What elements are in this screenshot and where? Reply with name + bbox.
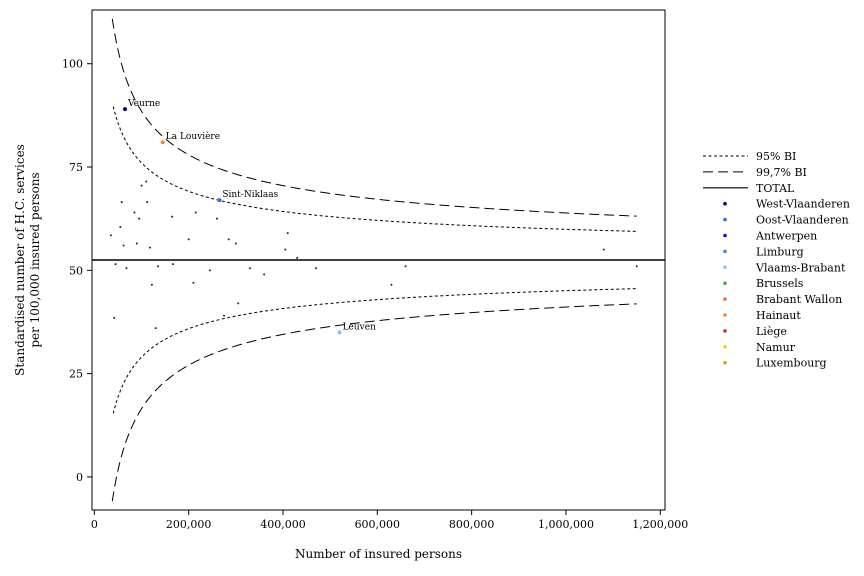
data-point <box>109 234 112 237</box>
y-tick-label: 50 <box>69 264 83 277</box>
ci95-upper-curve <box>112 106 637 232</box>
data-point <box>286 232 289 235</box>
data-points: Veurne La Louvière Sint-Niklaas Leuven <box>109 99 638 335</box>
axes: 0 200,000 400,000 600,000 800,000 1,000,000 1,… <box>13 9 688 561</box>
legend-dot-swatch <box>723 297 727 301</box>
highlight-point <box>337 330 342 335</box>
legend-dot-swatch <box>723 249 727 254</box>
data-point <box>234 242 237 245</box>
data-point <box>114 263 117 266</box>
x-tick-label: 1,000,000 <box>538 518 594 531</box>
data-point <box>635 265 638 268</box>
data-point <box>315 267 318 270</box>
y-axis-title-line: Standardised number of H.C. services <box>13 144 27 376</box>
data-point <box>187 238 190 241</box>
y-axis-title-line: per 100,000 insured persons <box>28 172 42 347</box>
x-tick-label: 600,000 <box>355 518 401 531</box>
x-axis-title: Number of insured persons <box>295 547 462 561</box>
plot-frame <box>91 9 666 511</box>
data-point <box>171 215 174 218</box>
legend-label: Oost-Vlaanderen <box>756 214 849 227</box>
legend-label: TOTAL <box>756 182 795 195</box>
data-point <box>113 316 116 319</box>
data-point <box>154 327 157 330</box>
legend-dot-swatch <box>723 265 727 270</box>
data-point <box>248 267 251 270</box>
data-point <box>119 225 122 228</box>
legend-label: Vlaams-Brabant <box>755 261 846 274</box>
legend-dot-swatch <box>723 201 727 206</box>
highlight-point <box>160 140 165 145</box>
legend-label: Brussels <box>756 277 804 290</box>
legend-dot-swatch <box>723 281 727 286</box>
legend-dot-swatch <box>723 217 727 222</box>
data-point <box>223 314 226 317</box>
y-tick-label: 25 <box>69 368 83 381</box>
legend-label: West-Vlaanderen <box>756 198 850 211</box>
point-label: Veurne <box>127 99 160 109</box>
legend-dot-swatch <box>723 233 727 238</box>
data-point <box>284 248 287 251</box>
y-tick-label: 75 <box>69 161 83 174</box>
data-point <box>145 180 148 183</box>
data-point <box>227 238 230 241</box>
data-point <box>140 184 143 187</box>
data-point <box>157 265 160 268</box>
data-point <box>125 267 128 270</box>
data-point <box>138 217 141 220</box>
data-point <box>215 217 218 220</box>
legend-label: Limburg <box>756 245 804 258</box>
point-label: Sint-Niklaas <box>222 190 278 200</box>
data-point <box>172 263 175 266</box>
data-point <box>237 302 240 305</box>
plot-area: Veurne La Louvière Sint-Niklaas Leuven <box>92 18 665 502</box>
ci997-lower-curve <box>111 303 637 502</box>
x-tick-label: 1,200,000 <box>632 518 688 531</box>
data-point <box>133 211 136 214</box>
legend-label: Luxembourg <box>756 357 827 370</box>
legend-dot-swatch <box>723 329 727 333</box>
highlight-point <box>217 198 222 203</box>
y-axis-title: Standardised number of H.C. servicesper … <box>13 144 42 376</box>
data-point <box>122 244 125 247</box>
point-label: Leuven <box>343 322 377 332</box>
data-point <box>150 283 153 286</box>
highlight-point <box>123 107 128 112</box>
x-tick-label: 200,000 <box>166 518 212 531</box>
y-tick-label: 100 <box>62 58 83 71</box>
legend-dot-swatch <box>723 313 727 317</box>
data-point <box>602 248 605 251</box>
data-point <box>135 242 138 245</box>
legend-label: Liège <box>756 325 787 338</box>
ci997-upper-curve <box>111 18 637 217</box>
data-point <box>149 246 152 249</box>
data-point <box>194 211 197 214</box>
data-point <box>390 283 393 286</box>
data-point <box>263 273 266 276</box>
data-point <box>404 265 407 268</box>
legend: 95% BI 99,7% BI TOTAL West-Vlaanderen Oost-V… <box>703 150 850 370</box>
y-tick-label: 0 <box>76 471 83 484</box>
legend-label: 95% BI <box>756 150 796 163</box>
point-label: La Louvière <box>166 131 220 142</box>
data-point <box>208 269 211 272</box>
data-point <box>146 201 149 204</box>
data-point <box>120 201 123 204</box>
legend-label: Namur <box>756 341 796 354</box>
legend-label: 99,7% BI <box>756 166 807 179</box>
legend-label: Brabant Wallon <box>756 293 842 306</box>
x-tick-label: 0 <box>91 518 98 531</box>
x-tick-label: 400,000 <box>260 518 306 531</box>
reference-lines <box>92 18 665 502</box>
x-tick-label: 800,000 <box>449 518 495 531</box>
legend-label: Hainaut <box>756 309 801 322</box>
data-point <box>296 256 299 259</box>
data-point <box>192 281 195 284</box>
legend-dot-swatch <box>723 360 727 365</box>
legend-label: Antwerpen <box>755 230 817 243</box>
legend-dot-swatch <box>723 345 727 349</box>
ci95-lower-curve <box>112 288 637 414</box>
